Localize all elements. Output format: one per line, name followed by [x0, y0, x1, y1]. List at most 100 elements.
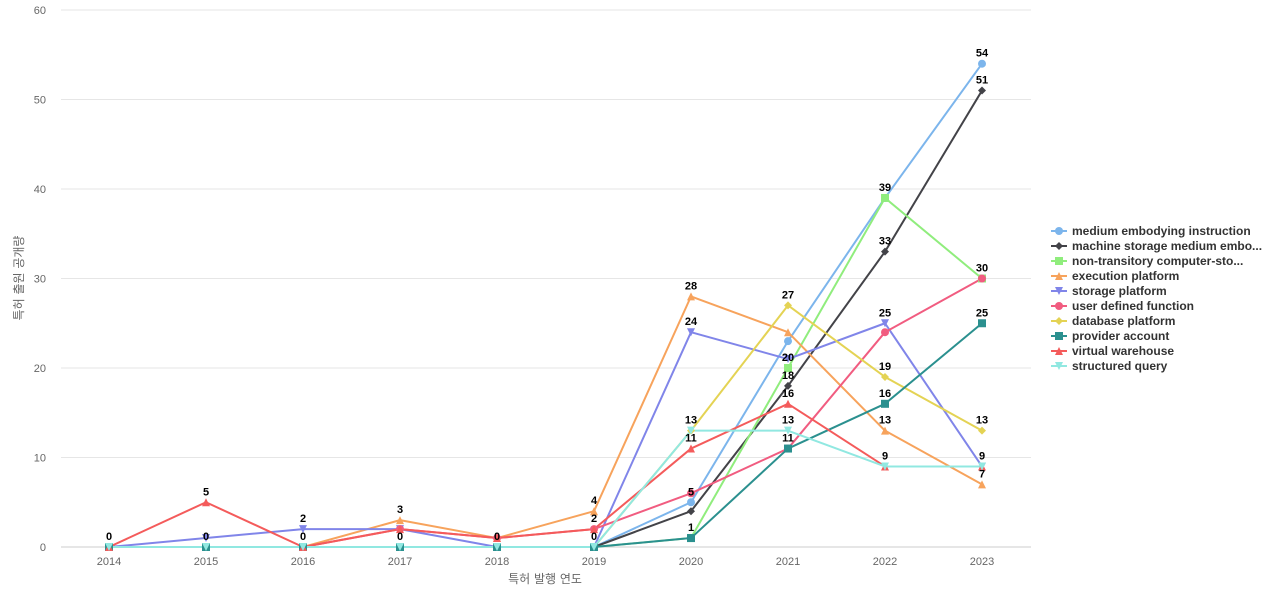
data-label: 16 [879, 388, 891, 400]
data-label: 0 [494, 531, 500, 543]
data-label: 2 [591, 513, 597, 525]
legend-item[interactable]: virtual warehouse [1051, 344, 1174, 358]
data-point [687, 498, 695, 507]
legend-item[interactable]: medium embodying instruction [1051, 224, 1251, 238]
data-point [299, 543, 307, 551]
data-label: 13 [782, 415, 794, 427]
legend-item[interactable]: provider account [1051, 329, 1169, 343]
data-label: 9 [979, 450, 985, 462]
data-point [493, 543, 501, 551]
data-point [978, 86, 986, 95]
legend-marker [1055, 272, 1063, 280]
data-label: 5 [203, 486, 209, 498]
data-point [784, 337, 792, 346]
data-label: 27 [782, 289, 794, 301]
y-tick-label: 10 [34, 453, 46, 465]
series-line [109, 63, 983, 548]
data-label: 4 [591, 495, 598, 507]
legend-item[interactable]: execution platform [1051, 269, 1179, 283]
data-point [105, 543, 113, 551]
data-label: 0 [591, 531, 597, 543]
data-point [978, 319, 986, 328]
data-point [881, 462, 889, 471]
data-label: 9 [882, 450, 888, 462]
data-label: 51 [976, 75, 988, 87]
data-label: 25 [879, 307, 891, 319]
legend-label: database platform [1072, 314, 1175, 328]
data-point [590, 543, 598, 551]
y-axis-title: 특허 출원 공개량 [12, 236, 26, 321]
data-label: 0 [106, 531, 112, 543]
data-point [396, 525, 404, 534]
data-point [687, 489, 695, 498]
legend-item[interactable]: non-transitory computer-sto... [1051, 254, 1243, 268]
y-tick-label: 20 [34, 363, 46, 375]
series-line [109, 90, 983, 548]
data-label: 16 [782, 388, 794, 400]
data-label: 20 [782, 352, 794, 364]
data-label: 13 [976, 415, 988, 427]
legend-label: non-transitory computer-sto... [1072, 254, 1243, 268]
data-point [881, 372, 889, 381]
data-label: 11 [782, 433, 794, 445]
y-tick-label: 50 [34, 95, 46, 107]
data-label: 1 [688, 522, 694, 534]
data-label: 24 [685, 316, 698, 328]
data-point [396, 516, 404, 525]
legend-marker [1055, 347, 1063, 355]
data-point [881, 193, 889, 202]
legend-marker [1055, 242, 1063, 250]
data-point [299, 525, 307, 534]
legend-item[interactable]: user defined function [1051, 299, 1194, 313]
legend-marker [1055, 302, 1063, 310]
data-label: 30 [976, 263, 988, 275]
x-tick-label: 2017 [388, 556, 412, 568]
x-tick-label: 2019 [582, 556, 606, 568]
legend-label: execution platform [1072, 269, 1179, 283]
data-point [202, 543, 210, 551]
data-point [687, 534, 695, 543]
legend-item[interactable]: structured query [1051, 359, 1168, 373]
data-point [978, 59, 986, 68]
series-markers [105, 59, 986, 551]
x-tick-label: 2016 [291, 556, 315, 568]
y-tick-label: 60 [34, 5, 46, 17]
data-point [784, 444, 792, 453]
x-axis-title: 특허 발행 연도 [508, 571, 582, 586]
data-point [881, 399, 889, 408]
legend-item[interactable]: storage platform [1051, 284, 1167, 298]
x-tick-label: 2014 [97, 556, 121, 568]
legend-item[interactable]: database platform [1051, 314, 1175, 328]
series-line [108, 322, 983, 548]
series-line [109, 304, 983, 548]
legend-label: structured query [1072, 359, 1168, 373]
data-point [202, 534, 210, 543]
x-axis-ticks: 2014 2015 2016 2017 2018 2019 2020 2021 2022 2023 [97, 556, 994, 568]
legend-marker [1055, 227, 1063, 235]
data-point [881, 247, 889, 256]
series-line [109, 322, 983, 548]
data-point [978, 480, 986, 489]
x-tick-label: 2023 [970, 556, 994, 568]
series-line [108, 402, 982, 548]
data-point [881, 319, 889, 328]
y-axis-ticks: 0 10 20 30 40 50 60 [34, 5, 46, 554]
data-point [687, 426, 695, 435]
legend-item[interactable]: machine storage medium embo... [1051, 239, 1262, 253]
legend-label: virtual warehouse [1072, 344, 1174, 358]
data-point [978, 426, 986, 435]
data-label: 18 [782, 370, 794, 382]
data-point [687, 507, 695, 516]
data-point [881, 426, 889, 435]
data-point [784, 328, 792, 337]
series-line [109, 295, 983, 548]
x-tick-label: 2022 [873, 556, 897, 568]
data-point [784, 381, 792, 390]
legend-marker [1055, 317, 1063, 325]
data-point [784, 426, 792, 435]
data-label: 0 [300, 531, 306, 543]
x-tick-label: 2018 [485, 556, 509, 568]
y-tick-label: 40 [34, 184, 46, 196]
